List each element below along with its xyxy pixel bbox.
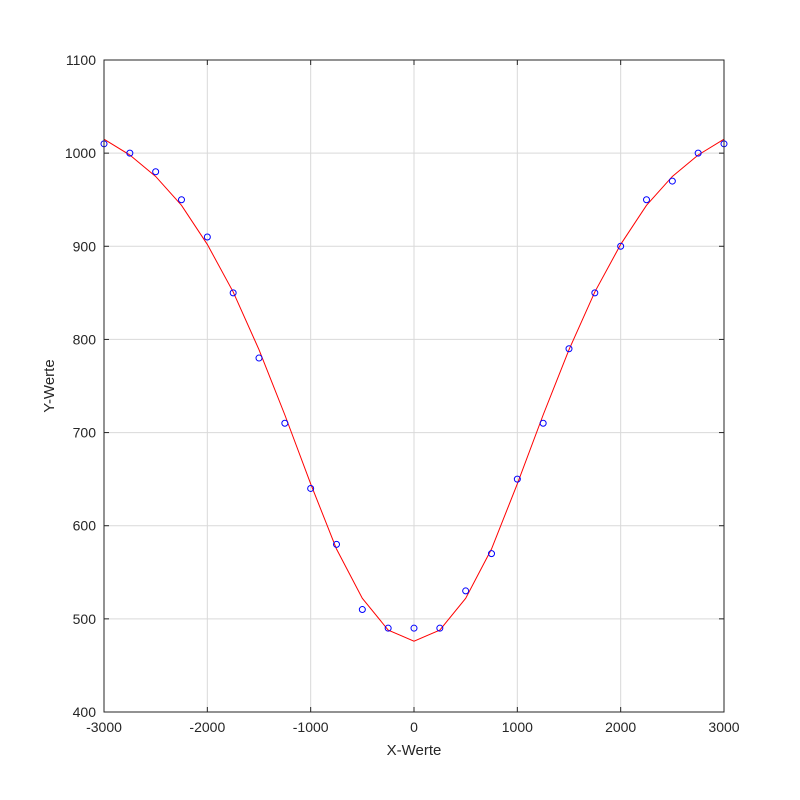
- data-points-series: [100, 140, 728, 632]
- y-tick-label: 900: [73, 238, 97, 254]
- data-point: [694, 149, 702, 157]
- x-tick-label: -1000: [293, 719, 329, 735]
- y-tick-label: 800: [73, 331, 97, 347]
- axis-ticks: [103, 59, 725, 713]
- x-tick-label: -3000: [86, 719, 122, 735]
- x-tick-label: 2000: [605, 719, 636, 735]
- y-tick-label: 700: [73, 425, 97, 441]
- data-point: [488, 550, 495, 558]
- data-point: [255, 354, 263, 362]
- tick-labels: -3000 -2000 -1000 0 1000 2000 3000 400 500 600 700…: [65, 52, 740, 735]
- x-tick-label: 0: [410, 719, 418, 735]
- data-point: [307, 484, 315, 492]
- data-point: [152, 168, 160, 176]
- data-point: [643, 196, 650, 204]
- y-axis-label: Y-Werte: [41, 359, 58, 412]
- grid: [103, 59, 725, 713]
- data-point: [513, 475, 521, 483]
- data-point: [668, 177, 676, 185]
- data-point: [281, 419, 289, 427]
- data-point: [178, 196, 185, 204]
- y-tick-label: 1000: [65, 145, 96, 161]
- fit-line-series: [103, 138, 725, 642]
- data-point: [410, 624, 418, 632]
- data-point: [126, 149, 134, 157]
- data-point: [565, 345, 573, 353]
- data-point: [384, 624, 392, 632]
- x-tick-label: -2000: [189, 719, 225, 735]
- y-tick-label: 1100: [66, 52, 96, 68]
- data-point: [333, 540, 340, 548]
- data-point: [539, 419, 547, 427]
- y-tick-label: 600: [73, 518, 97, 534]
- y-tick-label: 500: [73, 611, 97, 627]
- data-point: [358, 606, 366, 614]
- data-point: [462, 587, 470, 595]
- data-point: [229, 289, 237, 297]
- x-axis-label: X-Werte: [387, 742, 442, 759]
- x-tick-label: 3000: [708, 719, 739, 735]
- data-point: [203, 233, 211, 241]
- data-point: [591, 289, 599, 297]
- y-tick-label: 400: [73, 704, 97, 720]
- x-tick-label: 1000: [502, 719, 533, 735]
- data-point: [436, 624, 444, 632]
- fit-line: [103, 138, 725, 642]
- data-point: [617, 242, 625, 250]
